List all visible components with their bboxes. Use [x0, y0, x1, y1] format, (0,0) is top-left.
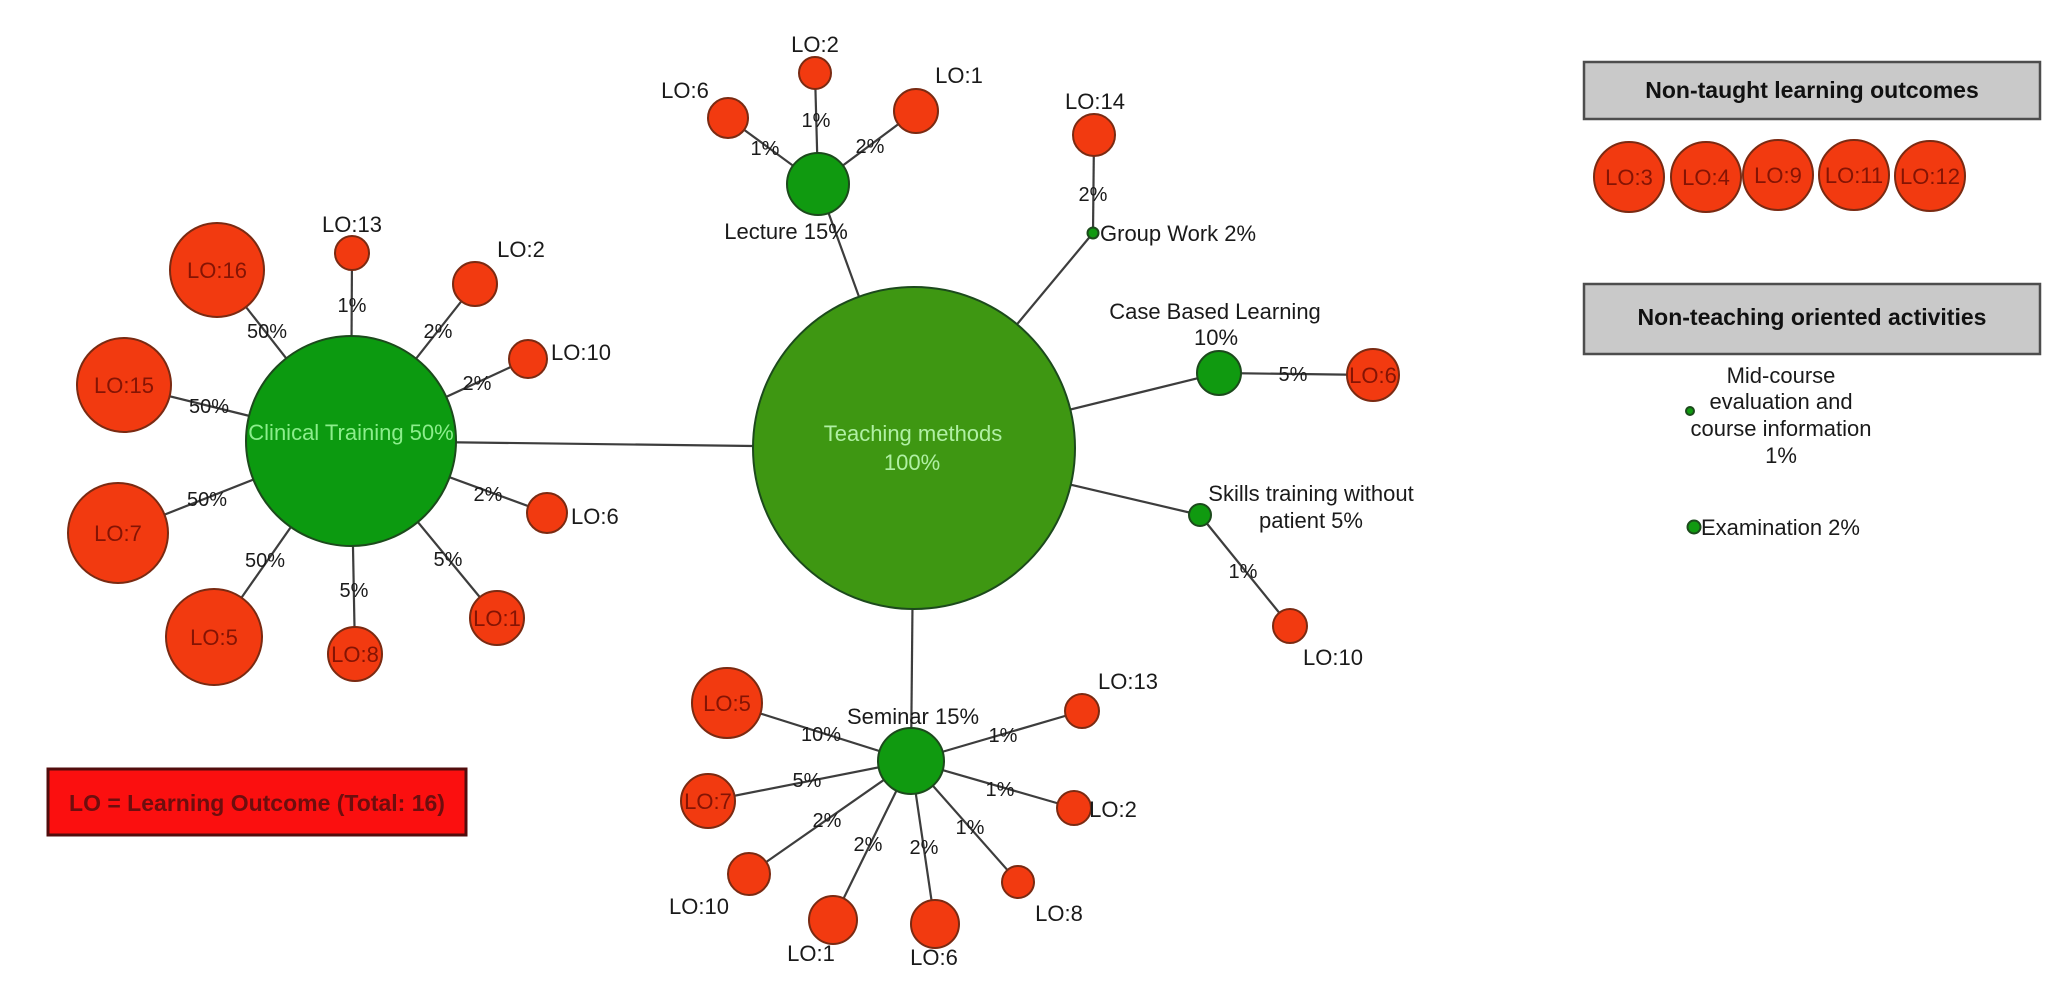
svg-text:LO:12: LO:12: [1900, 164, 1960, 189]
svg-text:LO:15: LO:15: [94, 373, 154, 398]
svg-text:evaluation and: evaluation and: [1709, 389, 1852, 414]
svg-text:LO:16: LO:16: [187, 258, 247, 283]
svg-text:LO:11: LO:11: [1825, 163, 1883, 188]
svg-text:2%: 2%: [474, 484, 503, 506]
svg-text:LO:2: LO:2: [791, 32, 839, 57]
svg-text:LO:5: LO:5: [703, 691, 751, 716]
svg-text:LO:10: LO:10: [1303, 645, 1363, 670]
svg-text:LO:10: LO:10: [669, 894, 729, 919]
svg-text:LO:5: LO:5: [190, 625, 238, 650]
svg-text:Non-taught learning outcomes: Non-taught learning outcomes: [1645, 77, 1979, 103]
svg-text:Case Based Learning: Case Based Learning: [1109, 299, 1321, 324]
svg-text:50%: 50%: [189, 396, 229, 418]
svg-text:1%: 1%: [802, 110, 831, 132]
svg-text:Teaching methods: Teaching methods: [824, 421, 1003, 446]
svg-text:5%: 5%: [434, 549, 463, 571]
svg-text:5%: 5%: [340, 580, 369, 602]
svg-text:LO:6: LO:6: [571, 504, 619, 529]
svg-text:2%: 2%: [910, 837, 939, 859]
svg-text:50%: 50%: [247, 321, 287, 343]
svg-text:2%: 2%: [1079, 184, 1108, 206]
svg-text:10%: 10%: [801, 724, 841, 746]
svg-text:2%: 2%: [856, 136, 885, 158]
svg-text:LO:3: LO:3: [1605, 165, 1653, 190]
svg-text:100%: 100%: [884, 450, 940, 475]
svg-text:Non-teaching oriented activiti: Non-teaching oriented activities: [1638, 304, 1987, 330]
svg-text:LO:1: LO:1: [473, 606, 521, 631]
svg-text:course information: course information: [1691, 416, 1872, 441]
svg-text:LO:8: LO:8: [1035, 901, 1083, 926]
svg-text:LO:4: LO:4: [1682, 165, 1730, 190]
svg-text:50%: 50%: [187, 489, 227, 511]
svg-text:5%: 5%: [1279, 364, 1308, 386]
svg-text:Seminar 15%: Seminar 15%: [847, 704, 979, 729]
svg-text:1%: 1%: [1765, 443, 1797, 468]
svg-text:LO:14: LO:14: [1065, 89, 1125, 114]
svg-text:50%: 50%: [245, 550, 285, 572]
svg-text:LO:7: LO:7: [684, 789, 732, 814]
svg-text:Mid-course: Mid-course: [1727, 363, 1836, 388]
svg-text:LO:2: LO:2: [497, 237, 545, 262]
svg-text:1%: 1%: [338, 295, 367, 317]
svg-text:1%: 1%: [956, 817, 985, 839]
svg-text:LO:6: LO:6: [661, 78, 709, 103]
svg-text:Examination 2%: Examination 2%: [1701, 515, 1860, 540]
svg-text:LO:1: LO:1: [935, 63, 983, 88]
svg-text:LO:13: LO:13: [1098, 669, 1158, 694]
svg-text:2%: 2%: [813, 810, 842, 832]
svg-text:LO:6: LO:6: [910, 945, 958, 970]
svg-text:patient 5%: patient 5%: [1259, 508, 1363, 533]
svg-text:10%: 10%: [1194, 325, 1238, 350]
svg-text:LO:8: LO:8: [331, 642, 379, 667]
svg-text:LO:6: LO:6: [1349, 363, 1397, 388]
svg-text:2%: 2%: [854, 834, 883, 856]
svg-text:LO:9: LO:9: [1754, 163, 1802, 188]
svg-text:LO:13: LO:13: [322, 212, 382, 237]
svg-text:1%: 1%: [986, 779, 1015, 801]
svg-text:2%: 2%: [463, 373, 492, 395]
svg-text:2%: 2%: [424, 321, 453, 343]
svg-text:5%: 5%: [793, 770, 822, 792]
svg-text:Skills training without: Skills training without: [1208, 481, 1413, 506]
svg-text:Group Work 2%: Group Work 2%: [1100, 221, 1256, 246]
svg-text:LO:7: LO:7: [94, 521, 142, 546]
svg-text:1%: 1%: [989, 725, 1018, 747]
svg-text:LO:2: LO:2: [1089, 797, 1137, 822]
svg-text:1%: 1%: [1229, 561, 1258, 583]
svg-text:LO:1: LO:1: [787, 941, 835, 966]
svg-text:Clinical Training 50%: Clinical Training 50%: [248, 420, 453, 445]
svg-text:LO = Learning Outcome (Total:: LO = Learning Outcome (Total: 16): [69, 790, 445, 816]
svg-text:1%: 1%: [751, 138, 780, 160]
svg-text:LO:10: LO:10: [551, 340, 611, 365]
svg-text:Lecture 15%: Lecture 15%: [724, 219, 848, 244]
